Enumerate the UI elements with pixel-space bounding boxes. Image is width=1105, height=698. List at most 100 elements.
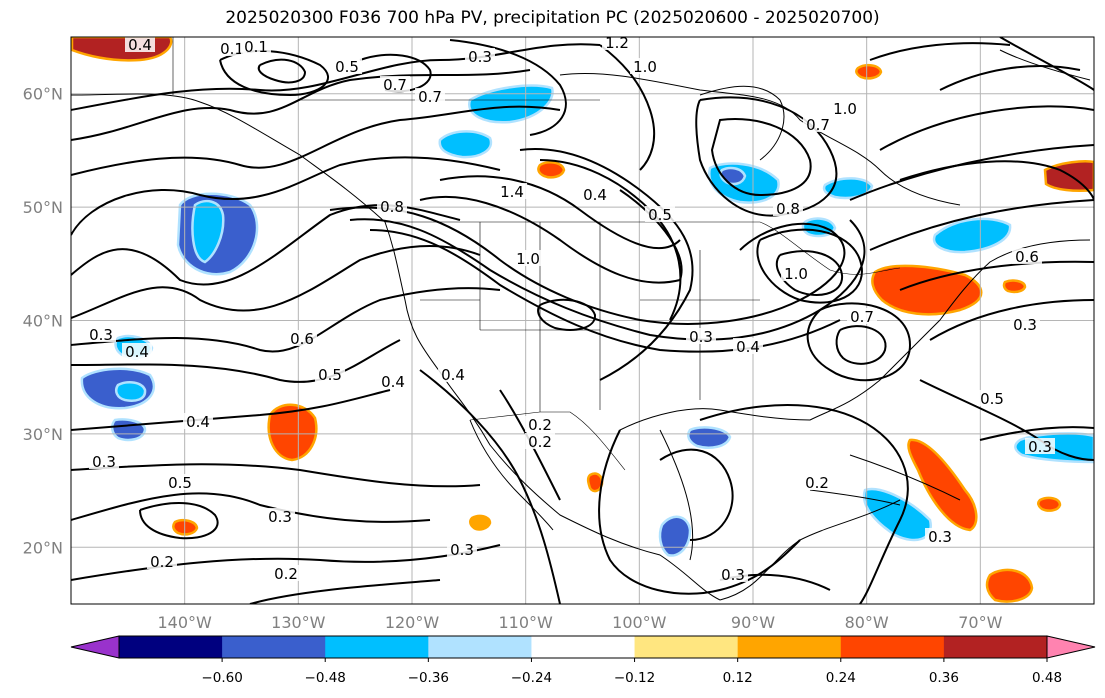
lon-tick-label: 100°W — [612, 613, 667, 632]
positive-precip-area — [1002, 279, 1027, 294]
contour-label-bg — [217, 40, 247, 56]
contour-label: 0.2 — [150, 553, 174, 571]
lat-tick-label: 30°N — [23, 425, 63, 444]
colorbar-extend-high — [1046, 635, 1096, 659]
colorbar-segment — [428, 636, 532, 658]
lon-tick-label: 70°W — [958, 613, 1002, 632]
colorbar-tick-label: 0.48 — [1032, 670, 1062, 686]
contour-label: 0.3 — [1013, 316, 1037, 334]
colorbar-frame — [118, 635, 1048, 659]
contour-label-bg — [125, 37, 155, 52]
positive-precip-area — [537, 161, 566, 179]
contour-label-bg — [513, 250, 543, 266]
contour-label-bg — [781, 265, 811, 281]
contour-label: 0.2 — [528, 433, 552, 451]
contour-label: 1.0 — [633, 58, 657, 76]
negative-precip-area — [191, 199, 225, 264]
contour-label-bg — [332, 58, 362, 74]
contour-labels: 0.4 0.10.50.71.21.00.30.81.41.00.40.5 0.81… — [86, 36, 1055, 584]
contour-label: 0.1 — [244, 38, 268, 56]
contour-label-bg — [415, 88, 445, 104]
contour-label-bg — [89, 453, 119, 469]
lon-tick-label: 140°W — [157, 613, 212, 632]
contour-label: 0.3 — [468, 48, 492, 66]
contour-label: 0.7 — [418, 88, 442, 106]
contour-label-bg — [315, 366, 345, 382]
contour-label-bg — [645, 206, 675, 222]
contour-label: 1.0 — [516, 250, 540, 268]
colorbar-tick-label: −0.24 — [511, 670, 552, 686]
lat-tick-label: 20°N — [23, 538, 63, 557]
contour-label: 0.3 — [721, 566, 745, 584]
negative-precip-area — [468, 84, 554, 124]
contour-label-bg — [165, 474, 195, 490]
contour-label: 0.8 — [776, 200, 800, 218]
contour-label: 0.4 — [441, 366, 465, 384]
positive-precip-area — [586, 472, 604, 493]
contour-label-bg — [380, 76, 410, 92]
colorbar-tick-label: −0.12 — [614, 670, 655, 686]
positive-precip-area — [907, 438, 978, 532]
contour-label-bg — [86, 326, 116, 342]
colorbar — [70, 635, 1096, 662]
contour-label: 0.2 — [274, 565, 298, 583]
contour-label: 0.7 — [383, 76, 407, 94]
contour-label: 1.0 — [833, 100, 857, 118]
colorbar-tick-label: −0.60 — [201, 670, 242, 686]
positive-precip-area — [855, 63, 883, 80]
contour-label-bg — [977, 390, 1007, 406]
contour-label: 0.3 — [92, 453, 116, 471]
contour-label-bg — [630, 58, 660, 74]
lon-tick-label: 120°W — [385, 613, 440, 632]
negative-precip-area — [932, 217, 1012, 254]
contour-label: 0.7 — [850, 308, 874, 326]
contour-label: 0.7 — [806, 116, 830, 134]
contour-label-bg — [377, 198, 407, 214]
negative-precip-area — [862, 487, 932, 542]
contour-label: 0.4 — [125, 343, 149, 361]
contour-label: 0.2 — [805, 474, 829, 492]
contour-label: 0.3 — [268, 508, 292, 526]
contour-label: 0.4 — [381, 373, 405, 391]
colorbar-extend-low — [70, 635, 120, 659]
positive-precip-area — [985, 568, 1034, 603]
contour-label-bg — [438, 366, 468, 382]
colorbar-tick-label: −0.36 — [408, 670, 449, 686]
contour-label-bg — [803, 116, 833, 132]
colorbar-tick-label: 0.12 — [723, 670, 753, 686]
contour-label-bg — [271, 565, 301, 581]
colorbar-segment — [943, 636, 1048, 658]
lat-tick-label: 40°N — [23, 312, 63, 331]
contour-label: 0.4 — [736, 338, 760, 356]
colorbar-segment — [222, 636, 326, 658]
latitude-labels: 60°N 50°N 40°N 30°N 20°N — [23, 85, 63, 558]
contour-label: 0.3 — [89, 326, 113, 344]
contour-label-bg — [287, 330, 317, 346]
contour-label-bg — [447, 541, 477, 557]
lon-tick-label: 130°W — [271, 613, 326, 632]
contour-label: 0.3 — [928, 528, 952, 546]
contour-label: 0.6 — [1015, 248, 1039, 266]
map-panel: 0.4 0.10.50.71.21.00.30.81.41.00.40.5 0.81… — [71, 36, 1094, 604]
contour-label-bg — [802, 474, 832, 490]
negative-precip-area — [687, 426, 732, 449]
contour-label-bg — [147, 553, 177, 569]
political-borders — [172, 37, 901, 471]
contour-label: 0.3 — [1028, 438, 1052, 456]
contour-label-bg — [183, 413, 213, 429]
map-title: 2025020300 F036 700 hPa PV, precipitatio… — [225, 8, 880, 28]
colorbar-segment — [119, 636, 223, 658]
lon-tick-label: 110°W — [498, 613, 553, 632]
lat-tick-label: 50°N — [23, 198, 63, 217]
contour-label-bg — [378, 373, 408, 389]
contour-label-bg — [525, 416, 555, 432]
lat-tick-label: 60°N — [23, 85, 63, 104]
negative-precip-area — [110, 418, 147, 442]
contour-label-bg — [465, 48, 495, 64]
contour-label-bg — [1012, 248, 1042, 264]
contour-label: 0.4 — [128, 36, 152, 54]
contour-label-bg — [241, 38, 271, 54]
map-frame — [70, 36, 1095, 605]
contour-label: 0.2 — [528, 416, 552, 434]
